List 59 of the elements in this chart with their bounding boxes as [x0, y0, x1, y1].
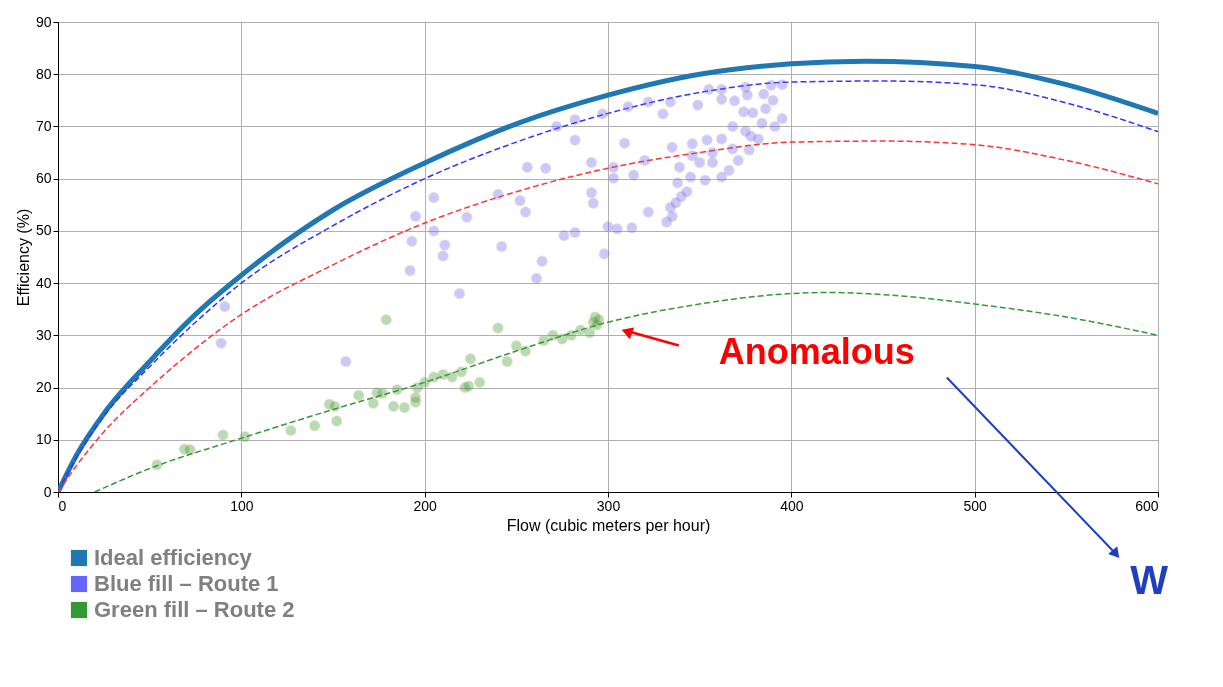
point — [537, 334, 550, 347]
point — [184, 443, 196, 456]
point — [547, 329, 559, 342]
y-tick-label: 50 — [35, 222, 52, 239]
point — [455, 366, 468, 378]
point — [380, 313, 393, 326]
y-tick-label: 20 — [35, 379, 52, 396]
point — [418, 376, 431, 389]
point — [519, 345, 532, 357]
point — [308, 419, 321, 432]
text: W — [1130, 558, 1169, 602]
x-tick-label: 300 — [596, 497, 621, 514]
y-tick-label: 70 — [35, 117, 52, 134]
point — [409, 391, 422, 404]
point — [510, 339, 523, 352]
point — [583, 326, 596, 339]
point — [391, 383, 404, 396]
line-series — [93, 291, 1158, 492]
point — [387, 400, 400, 413]
x-tick-label: 500 — [963, 497, 988, 514]
point — [239, 430, 251, 443]
x-axis-title: Flow (cubic meters per hour) — [506, 516, 711, 534]
point — [217, 429, 229, 441]
point — [328, 400, 341, 413]
point — [464, 353, 477, 365]
point — [427, 371, 440, 383]
point — [284, 424, 297, 437]
y-tick-label: 0 — [43, 483, 52, 500]
point — [352, 389, 365, 402]
point — [437, 368, 449, 381]
y-tick-label: 90 — [35, 13, 52, 30]
y-tick-label: 10 — [35, 431, 52, 448]
point — [556, 333, 569, 345]
y-tick-label: 40 — [35, 274, 52, 291]
point — [501, 355, 514, 368]
x-tick-label: 200 — [413, 497, 438, 514]
legend-label: Blue fill – Route 1 — [94, 571, 279, 596]
x-tick-label: 100 — [230, 497, 254, 514]
x-tick-label: 400 — [780, 497, 804, 514]
point — [330, 415, 343, 427]
y-tick-label: 60 — [35, 170, 52, 187]
point — [565, 329, 578, 342]
point — [151, 459, 163, 471]
point — [473, 376, 486, 389]
legend-label: Green fill – Route 2 — [94, 597, 295, 622]
x-tick-label: 0 — [58, 497, 67, 514]
y-axis-title: Efficiency (%) — [14, 208, 32, 307]
y-tick-label: 30 — [35, 326, 52, 343]
legend-label: Ideal efficiency — [94, 545, 253, 570]
annotation: Anomalous — [718, 330, 915, 372]
point — [367, 397, 380, 410]
point — [462, 380, 475, 392]
point — [398, 401, 411, 414]
point — [574, 324, 587, 336]
point — [492, 322, 504, 334]
y-tick-label: 80 — [35, 65, 52, 82]
point — [446, 371, 459, 383]
point — [376, 387, 389, 400]
x-tick-label: 600 — [1135, 497, 1159, 514]
